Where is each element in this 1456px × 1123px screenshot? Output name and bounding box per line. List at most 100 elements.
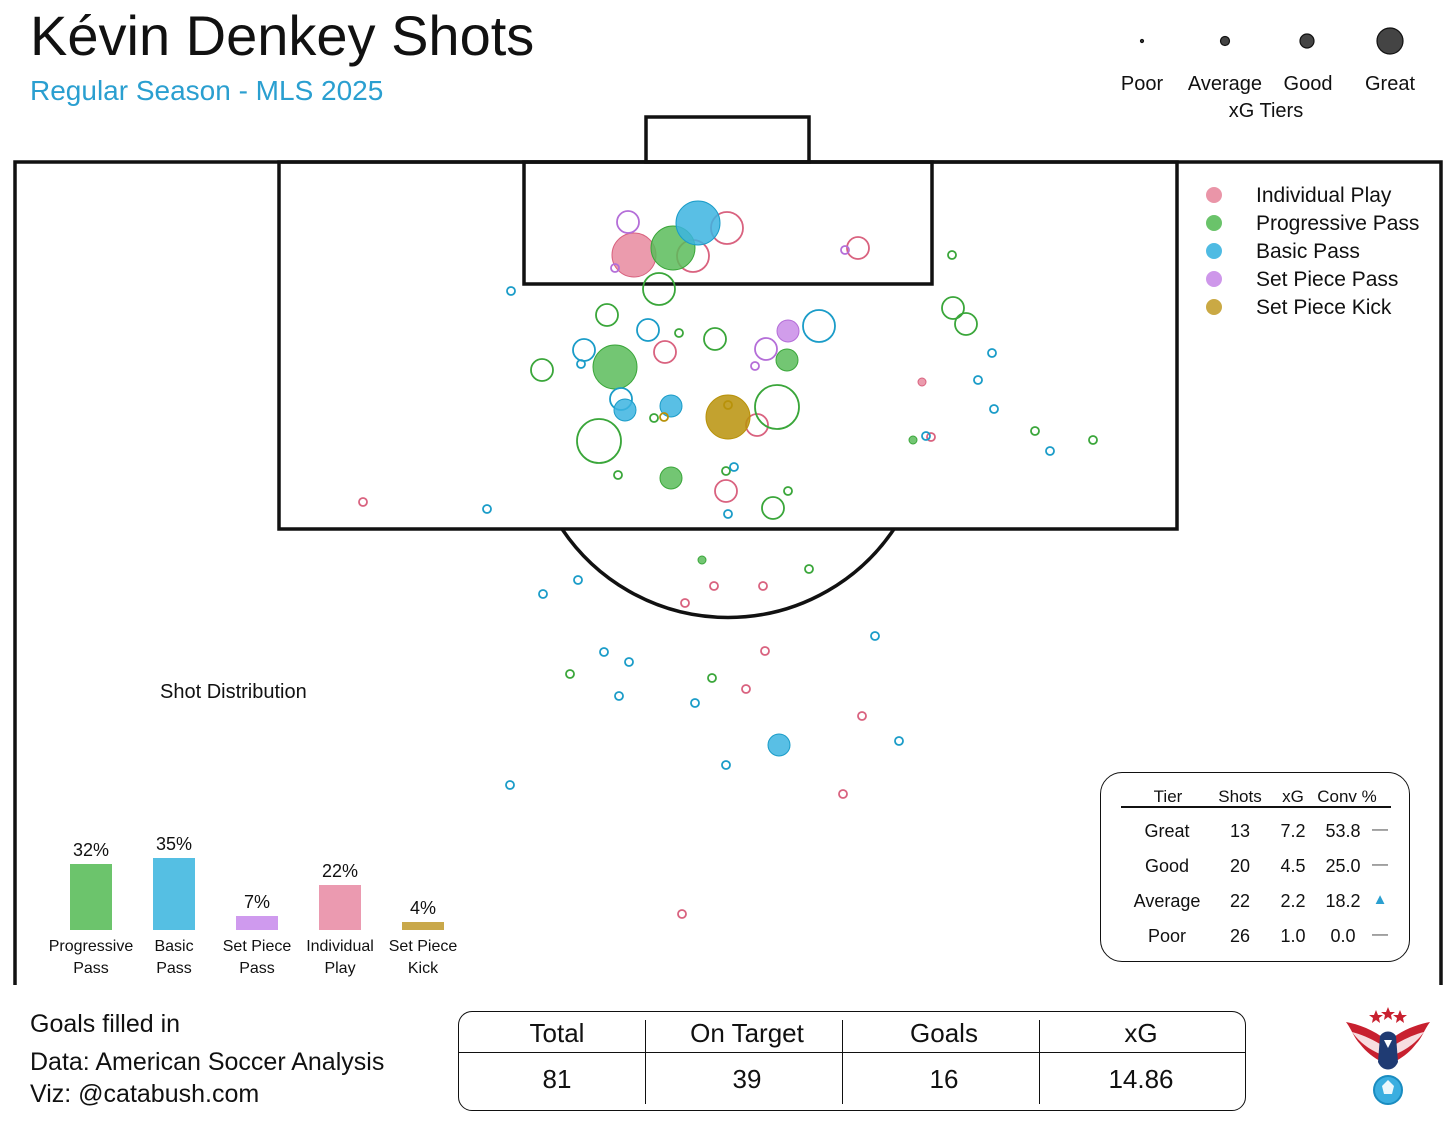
shot-point-individual-play: [741, 684, 751, 694]
color-legend: [1206, 187, 1222, 315]
tier-table-header-xg: xG: [1282, 787, 1304, 806]
shot-point-set-piece-pass: [754, 337, 778, 361]
distribution-category: Basic Pass: [129, 936, 219, 980]
shot-point-basic-pass: [973, 375, 983, 385]
summary-value-on-target: 39: [732, 1064, 762, 1094]
tier-row-tier: Average: [1133, 891, 1201, 911]
shot-point-progressive-pass-goal: [659, 466, 683, 490]
summary-col-on-target: On Target 39: [649, 1012, 845, 1110]
shots-layer: [358, 200, 1098, 919]
shot-point-progressive-pass: [576, 418, 622, 464]
tier-row-shots: 13: [1229, 821, 1251, 841]
distribution-bar-progressive-pass: [70, 864, 112, 930]
tier-row-xg: 2.2: [1280, 891, 1306, 911]
shot-point-progressive-pass: [707, 673, 717, 683]
shot-point-basic-pass-goal: [659, 394, 683, 418]
tier-row-conv: 18.2: [1325, 891, 1361, 911]
shot-point-basic-pass: [538, 589, 548, 599]
tier-row-shots: 26: [1229, 926, 1251, 946]
page-title: Kévin Denkey Shots: [30, 4, 535, 67]
shot-point-set-piece-pass: [840, 245, 850, 255]
distribution-category: Set Piece Kick: [378, 936, 468, 980]
tier-row-tier: Great: [1144, 821, 1190, 841]
legend-set-piece-pass: Set Piece Pass: [1256, 268, 1399, 291]
shot-point-basic-pass: [1045, 446, 1055, 456]
shot-point-individual-play: [714, 479, 738, 503]
distribution-category: Set Piece Pass: [212, 936, 302, 980]
shot-point-progressive-pass: [530, 358, 554, 382]
shot-point-progressive-pass: [565, 669, 575, 679]
shot-point-individual-play: [760, 646, 770, 656]
shot-point-basic-pass: [614, 691, 624, 701]
size-legend-average-label: Average: [1187, 73, 1263, 95]
tier-table-header-rule: [1121, 806, 1391, 808]
tier-row-tier: Good: [1144, 856, 1190, 876]
distribution-bar-label: 7%: [243, 891, 270, 912]
shot-point-basic-pass: [870, 631, 880, 641]
shot-point-basic-pass: [921, 431, 931, 441]
distribution-category-label: Pass: [239, 960, 275, 977]
distribution-bar-label: 35%: [155, 834, 193, 854]
distribution-category-label: Progressive: [48, 938, 134, 955]
shot-point-set-piece-kick-goal: [705, 394, 751, 440]
distribution-category: Individual Play: [295, 936, 385, 980]
tier-row-conv: 25.0: [1325, 856, 1361, 876]
shot-point-basic-pass: [505, 780, 515, 790]
legend-basic-pass: Basic Pass: [1256, 240, 1360, 263]
shot-map: [13, 27, 1443, 985]
logo-stars: [1369, 1007, 1407, 1023]
shot-point-individual-play: [758, 581, 768, 591]
logo-body: [1378, 1031, 1398, 1070]
shot-point-progressive-pass: [954, 312, 978, 336]
shot-point-progressive-pass: [649, 413, 659, 423]
tier-row-conv: 53.8: [1325, 821, 1361, 841]
shot-point-set-piece-pass: [616, 210, 640, 234]
shot-distribution-title: Shot Distribution: [160, 681, 307, 703]
shot-point-progressive-pass: [642, 272, 676, 306]
shot-point-basic-pass-goal: [613, 398, 637, 422]
shot-point-basic-pass: [721, 760, 731, 770]
size-legend-dot-great: [1376, 27, 1404, 55]
shot-point-individual-play: [709, 581, 719, 591]
distribution-category-label: Kick: [407, 960, 439, 977]
size-legend-dot-good: [1299, 33, 1315, 49]
shot-point-progressive-pass-goal: [592, 344, 638, 390]
pitch-lines: [13, 115, 1443, 985]
summary-header-rule: [459, 1052, 1245, 1053]
trend-flat-icon: —: [1372, 926, 1388, 943]
six-yard-box: [522, 160, 934, 286]
summary-table: Total 81 On Target 39 Goals 16 xG 14.86: [458, 1011, 1246, 1111]
legend-progressive-pass: Progressive Pass: [1256, 212, 1420, 235]
distribution-category-label: Pass: [156, 960, 192, 977]
trend-flat-icon: —: [1372, 856, 1388, 873]
eagle-soccer-logo: [1346, 1007, 1430, 1105]
summary-divider: [645, 1020, 646, 1104]
summary-col-xg: xG 14.86: [1043, 1012, 1239, 1110]
size-legend-dot-average: [1219, 35, 1231, 47]
penalty-arc: [560, 528, 896, 620]
shot-point-basic-pass: [624, 657, 634, 667]
shot-point-individual-play: [857, 711, 867, 721]
shot-point-progressive-pass: [674, 328, 684, 338]
size-legend-title: xG Tiers: [1228, 100, 1304, 122]
distribution-bar-label: 32%: [72, 840, 110, 861]
shot-point-basic-pass: [723, 509, 733, 519]
shot-point-basic-pass: [573, 575, 583, 585]
distribution-category-label: Set Piece: [388, 938, 458, 955]
tier-row-tier: Poor: [1147, 926, 1187, 946]
shot-point-individual-play: [838, 789, 848, 799]
viz-credit: Viz: @catabush.com: [30, 1080, 260, 1108]
tier-table-header-tier: Tier: [1153, 787, 1183, 806]
tier-row-xg: 1.0: [1280, 926, 1306, 946]
shot-point-basic-pass: [987, 348, 997, 358]
shot-point-individual-play: [358, 497, 368, 507]
summary-divider: [1039, 1020, 1040, 1104]
distribution-category-label: Basic: [154, 938, 194, 955]
shot-point-basic-pass-goal: [767, 733, 791, 757]
shot-point-set-piece-pass: [750, 361, 760, 371]
distribution-bar-set-piece-kick: [402, 921, 444, 930]
shot-point-basic-pass: [729, 462, 739, 472]
trend-flat-icon: —: [1372, 821, 1388, 838]
shot-point-set-piece-kick: [659, 412, 669, 422]
distribution-bar-label: 22%: [321, 860, 359, 881]
